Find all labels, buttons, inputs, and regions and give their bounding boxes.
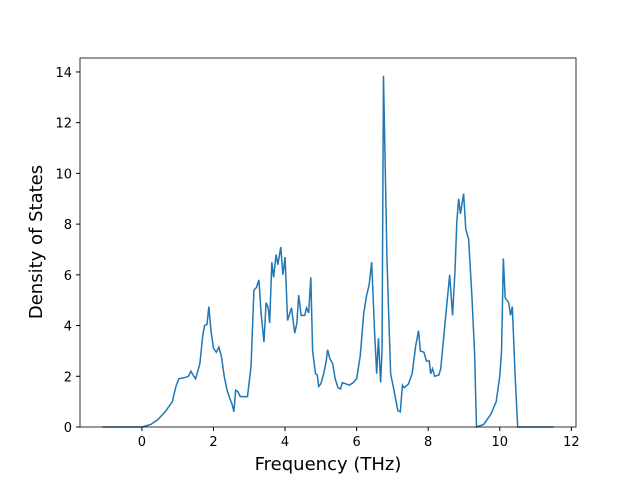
data-line [102, 75, 554, 429]
y-tick-label: 14 [55, 66, 72, 81]
y-tick-label: 8 [64, 218, 72, 233]
x-tick-label: 0 [138, 435, 146, 450]
x-tick-label: 4 [281, 435, 289, 450]
x-tick-label: 10 [492, 435, 509, 450]
x-tick-label: 8 [424, 435, 432, 450]
x-tick-label: 6 [352, 435, 360, 450]
y-tick-label: 10 [55, 167, 72, 182]
y-tick-label: 12 [55, 117, 72, 132]
plot-frame [79, 57, 577, 428]
y-tick-label: 2 [64, 370, 72, 385]
x-axis-label: Frequency (THz) [255, 454, 402, 475]
y-axis-label: Density of States [26, 165, 47, 319]
x-tick-label: 2 [209, 435, 217, 450]
y-tick-label: 4 [64, 320, 72, 335]
x-tick-label: 12 [563, 435, 580, 450]
y-tick-label: 6 [64, 269, 72, 284]
y-tick-label: 0 [64, 421, 72, 436]
